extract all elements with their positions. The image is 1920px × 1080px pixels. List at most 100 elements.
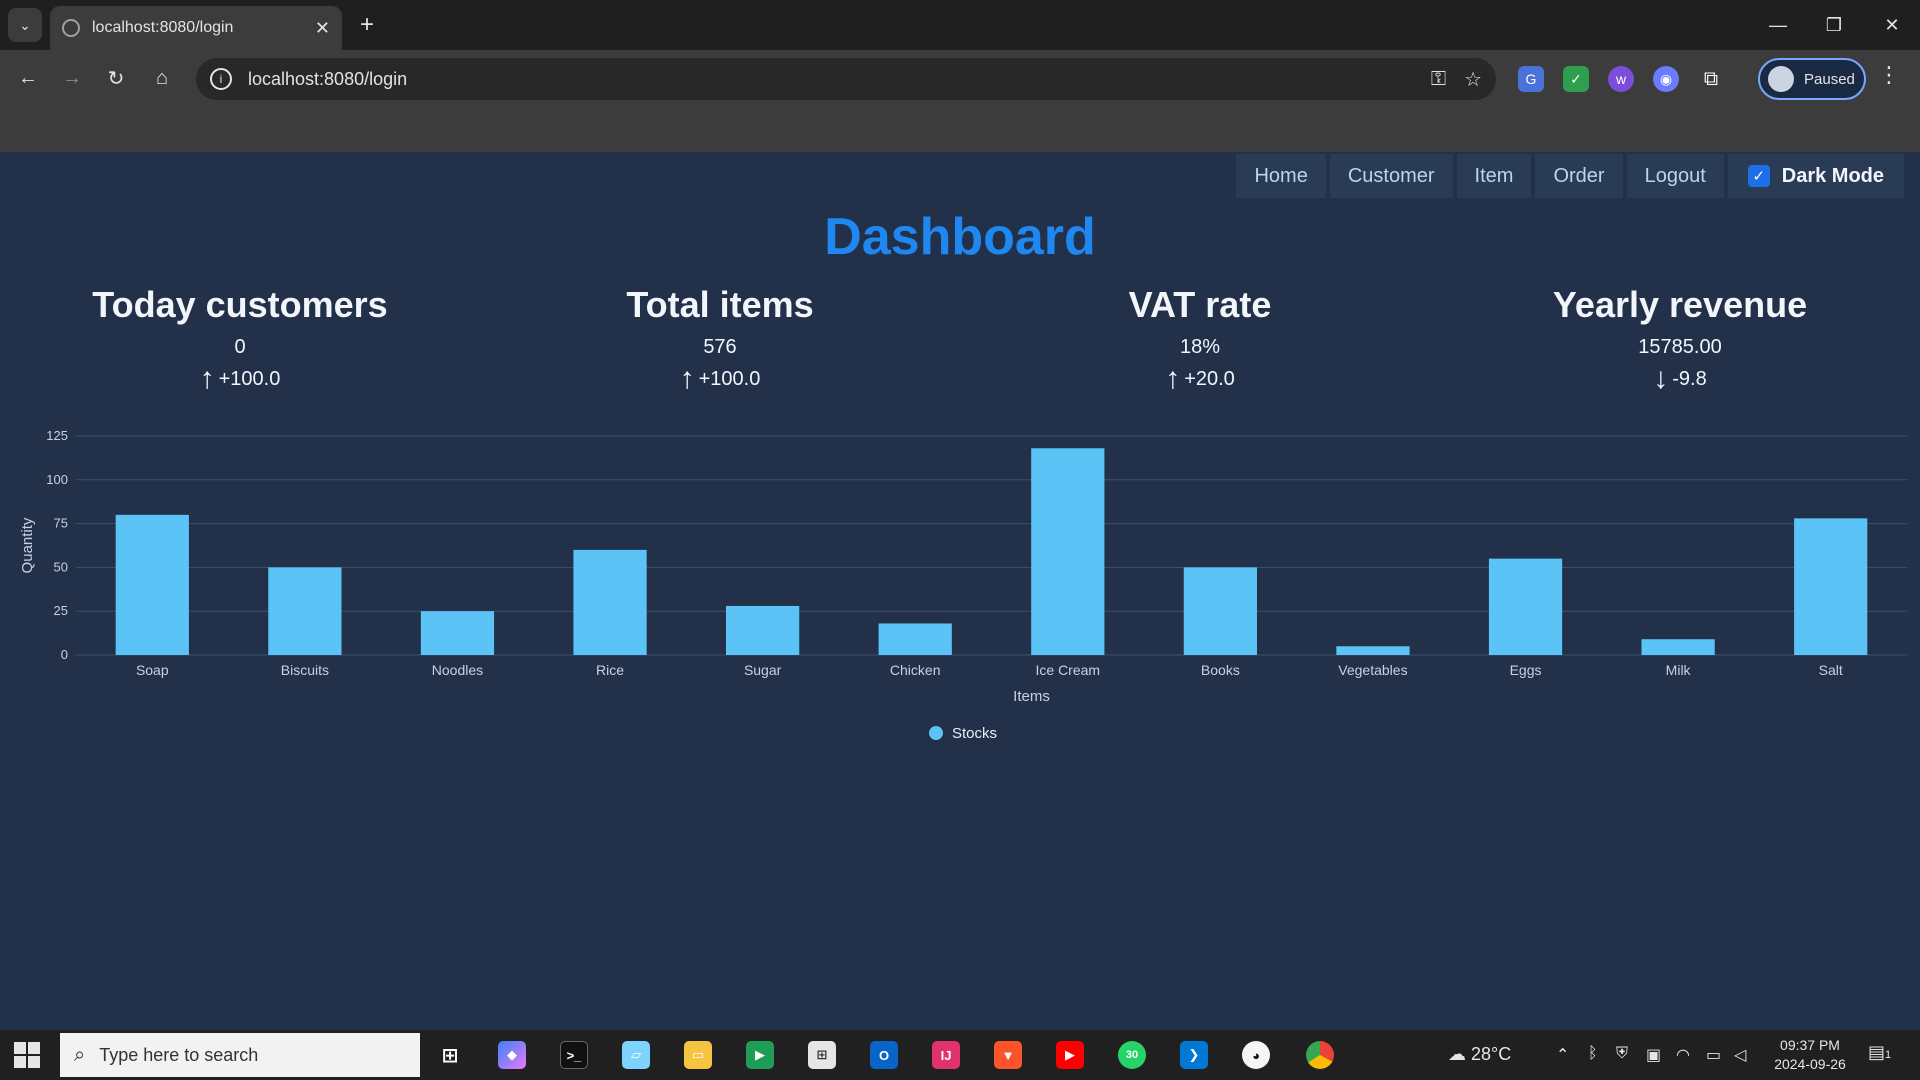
- avatar: [1768, 66, 1794, 92]
- close-window-icon[interactable]: ✕: [1884, 14, 1900, 35]
- tab-strip: ⌄ localhost:8080/login ✕ + — ❐ ✕: [0, 0, 1920, 50]
- task-view-icon[interactable]: ⊞: [441, 1044, 459, 1067]
- star-icon[interactable]: ☆: [1464, 68, 1482, 91]
- new-tab-icon[interactable]: +: [359, 11, 374, 38]
- key-icon[interactable]: ⚿: [1430, 67, 1447, 90]
- store-icon[interactable]: ⊞: [808, 1041, 836, 1069]
- x-tick-label: Biscuits: [281, 662, 329, 678]
- windows-start-icon[interactable]: [14, 1042, 40, 1068]
- nav-logout[interactable]: Logout: [1626, 154, 1724, 198]
- translate-extension-icon[interactable]: G: [1518, 66, 1544, 92]
- profile-button[interactable]: Paused: [1758, 58, 1866, 100]
- address-bar[interactable]: i localhost:8080/login ⚿ ☆: [196, 58, 1496, 100]
- y-tick-label: 125: [46, 428, 68, 443]
- y-tick-label: 25: [54, 603, 68, 618]
- copilot-icon[interactable]: ◆: [498, 1041, 526, 1069]
- meet-app-icon[interactable]: ▶: [746, 1041, 774, 1069]
- x-tick-label: Chicken: [890, 662, 941, 678]
- vscode-icon[interactable]: ❯: [1180, 1041, 1208, 1069]
- puzzle-icon[interactable]: ⧉: [1703, 67, 1719, 90]
- search-icon: ⌕: [74, 1043, 86, 1066]
- stat-change-value: +20.0: [1184, 367, 1235, 390]
- stat-value: 576: [703, 336, 737, 358]
- shield-extension-icon[interactable]: ✓: [1563, 66, 1589, 92]
- nav-customer[interactable]: Customer: [1329, 154, 1453, 198]
- nav-order[interactable]: Order: [1535, 154, 1623, 198]
- active-tab[interactable]: localhost:8080/login ✕: [50, 6, 342, 50]
- site-nav: Home Customer Item Order Logout ✓ Dark M…: [1236, 154, 1904, 198]
- nav-item[interactable]: Item: [1456, 154, 1532, 198]
- stat-value: 18%: [1179, 336, 1221, 358]
- terminal-icon[interactable]: >_: [560, 1041, 588, 1069]
- bar: [1031, 448, 1105, 655]
- bar: [268, 567, 342, 655]
- bar: [1488, 558, 1563, 655]
- defender-icon[interactable]: ⛨: [1616, 1045, 1629, 1062]
- x-tick-label: Eggs: [1510, 662, 1542, 678]
- nav-home[interactable]: Home: [1236, 154, 1326, 198]
- arrow-up-icon: ↑: [679, 362, 695, 395]
- dark-mode-label: Dark Mode: [1781, 164, 1884, 187]
- home-icon[interactable]: ⌂: [155, 66, 169, 89]
- stat-change: ↑ +100.0: [480, 362, 960, 395]
- file-explorer-icon[interactable]: ▭: [684, 1041, 712, 1069]
- bar: [726, 605, 800, 655]
- bar: [420, 611, 495, 655]
- chrome-icon[interactable]: [1306, 1041, 1334, 1069]
- weather-temp: 28°C: [1471, 1044, 1512, 1064]
- tab-search-icon[interactable]: ⌄: [8, 8, 42, 42]
- wallet-extension-icon[interactable]: w: [1608, 66, 1634, 92]
- outlook-icon[interactable]: O: [870, 1041, 898, 1069]
- taskbar-search-input[interactable]: ⌕ Type here to search: [60, 1033, 420, 1077]
- github-icon[interactable]: ◕: [1242, 1041, 1270, 1069]
- x-tick-label: Vegetables: [1338, 662, 1407, 678]
- y-tick-label: 50: [54, 559, 68, 574]
- tab-title: localhost:8080/login: [92, 19, 234, 36]
- site-info-icon[interactable]: i: [210, 68, 232, 90]
- whatsapp-icon[interactable]: 30: [1118, 1041, 1146, 1069]
- stat-card: Total items 576 ↑ +100.0: [480, 284, 960, 395]
- x-tick-label: Ice Cream: [1036, 662, 1101, 678]
- youtube-icon[interactable]: ▶: [1056, 1041, 1084, 1069]
- x-tick-label: Noodles: [432, 662, 483, 678]
- bar: [573, 549, 647, 655]
- notes-app-icon[interactable]: ▱: [622, 1041, 650, 1069]
- wifi-icon[interactable]: ◠: [1676, 1047, 1690, 1064]
- x-tick-label: Books: [1201, 662, 1240, 678]
- close-tab-icon[interactable]: ✕: [314, 17, 330, 38]
- restore-icon[interactable]: ❐: [1825, 14, 1843, 35]
- forward-icon[interactable]: →: [62, 66, 82, 89]
- circle-extension-icon[interactable]: ◉: [1653, 66, 1679, 92]
- legend-marker: [929, 726, 943, 740]
- notification-icon[interactable]: ▤1: [1868, 1042, 1892, 1062]
- brave-icon[interactable]: ▼: [994, 1041, 1022, 1069]
- clock[interactable]: 09:37 PM 2024-09-26: [1760, 1036, 1860, 1074]
- intellij-icon[interactable]: IJ: [932, 1041, 960, 1069]
- x-tick-label: Sugar: [744, 662, 782, 678]
- clock-date: 2024-09-26: [1774, 1056, 1846, 1072]
- stat-title: Total items: [626, 284, 814, 325]
- taskbar: ⌕ Type here to search ⊞ ◆ >_ ▱ ▭ ▶ ⊞ O I…: [0, 1030, 1920, 1080]
- stat-card: Today customers 0 ↑ +100.0: [0, 284, 480, 394]
- battery-icon[interactable]: ▭: [1706, 1047, 1722, 1064]
- bar: [1794, 518, 1868, 655]
- back-icon[interactable]: ←: [18, 66, 38, 89]
- bar: [1336, 646, 1410, 655]
- stat-value: 15785.00: [1638, 336, 1722, 358]
- url-text[interactable]: localhost:8080/login: [248, 68, 408, 89]
- reload-icon[interactable]: ↻: [107, 67, 125, 90]
- volume-icon[interactable]: ◁: [1734, 1047, 1747, 1064]
- minimize-icon[interactable]: —: [1769, 14, 1787, 35]
- stat-change-value: +100.0: [218, 367, 281, 390]
- y-tick-label: 0: [61, 647, 68, 662]
- stat-change-value: -9.8: [1672, 367, 1707, 390]
- dark-mode-toggle[interactable]: ✓ Dark Mode: [1727, 154, 1904, 198]
- chevron-up-icon[interactable]: ⌃: [1556, 1047, 1570, 1064]
- weather-widget[interactable]: ☁ 28°C: [1448, 1044, 1512, 1064]
- camera-icon[interactable]: ▣: [1646, 1047, 1662, 1064]
- x-tick-label: Milk: [1666, 662, 1692, 678]
- bluetooth-icon[interactable]: ᛒ: [1588, 1045, 1598, 1062]
- kebab-menu-icon[interactable]: ⋮: [1878, 62, 1900, 87]
- checkbox-checked-icon[interactable]: ✓: [1747, 165, 1770, 187]
- stat-title: VAT rate: [1128, 284, 1272, 325]
